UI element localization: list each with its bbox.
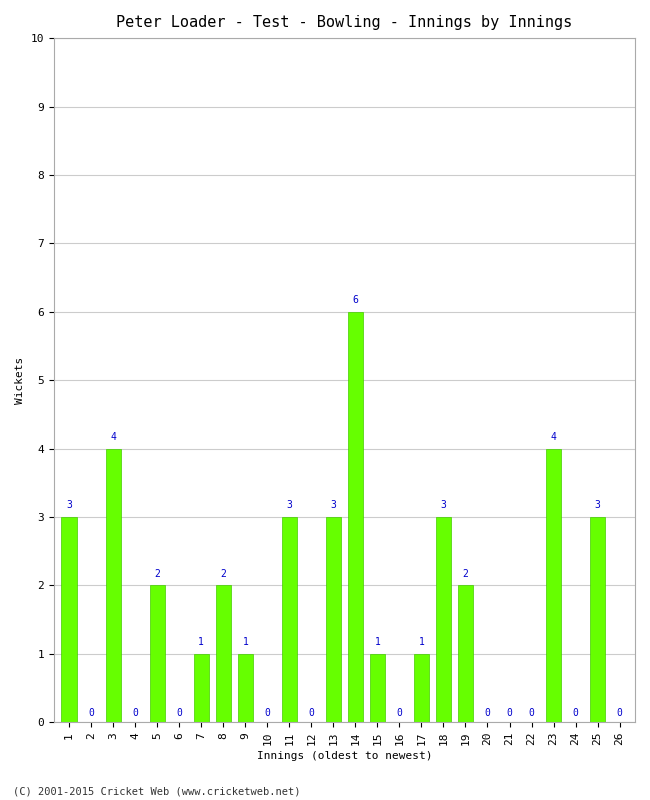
- Text: 1: 1: [419, 637, 424, 647]
- Text: 0: 0: [176, 708, 182, 718]
- Text: 0: 0: [528, 708, 534, 718]
- Text: 3: 3: [66, 500, 72, 510]
- Bar: [281, 517, 297, 722]
- Bar: [370, 654, 385, 722]
- Bar: [216, 586, 231, 722]
- Text: (C) 2001-2015 Cricket Web (www.cricketweb.net): (C) 2001-2015 Cricket Web (www.cricketwe…: [13, 786, 300, 796]
- Bar: [62, 517, 77, 722]
- Text: 1: 1: [242, 637, 248, 647]
- Bar: [194, 654, 209, 722]
- Text: 3: 3: [330, 500, 336, 510]
- Text: 0: 0: [133, 708, 138, 718]
- Text: 2: 2: [220, 569, 226, 578]
- Text: 4: 4: [551, 432, 556, 442]
- Text: 0: 0: [617, 708, 623, 718]
- Text: 0: 0: [396, 708, 402, 718]
- Text: 3: 3: [595, 500, 601, 510]
- Text: 2: 2: [463, 569, 469, 578]
- Title: Peter Loader - Test - Bowling - Innings by Innings: Peter Loader - Test - Bowling - Innings …: [116, 15, 573, 30]
- Text: 0: 0: [88, 708, 94, 718]
- Text: 1: 1: [374, 637, 380, 647]
- Bar: [326, 517, 341, 722]
- Text: 0: 0: [265, 708, 270, 718]
- Bar: [348, 312, 363, 722]
- Bar: [458, 586, 473, 722]
- Y-axis label: Wickets: Wickets: [15, 357, 25, 404]
- Bar: [436, 517, 451, 722]
- Text: 2: 2: [154, 569, 160, 578]
- Text: 0: 0: [573, 708, 578, 718]
- Text: 0: 0: [309, 708, 315, 718]
- Bar: [414, 654, 429, 722]
- Bar: [590, 517, 605, 722]
- Text: 6: 6: [352, 295, 358, 305]
- Bar: [546, 449, 561, 722]
- Text: 4: 4: [111, 432, 116, 442]
- Text: 1: 1: [198, 637, 204, 647]
- Text: 3: 3: [287, 500, 292, 510]
- X-axis label: Innings (oldest to newest): Innings (oldest to newest): [257, 751, 432, 761]
- Bar: [150, 586, 165, 722]
- Text: 3: 3: [441, 500, 447, 510]
- Bar: [105, 449, 121, 722]
- Bar: [238, 654, 253, 722]
- Text: 0: 0: [506, 708, 512, 718]
- Text: 0: 0: [484, 708, 491, 718]
